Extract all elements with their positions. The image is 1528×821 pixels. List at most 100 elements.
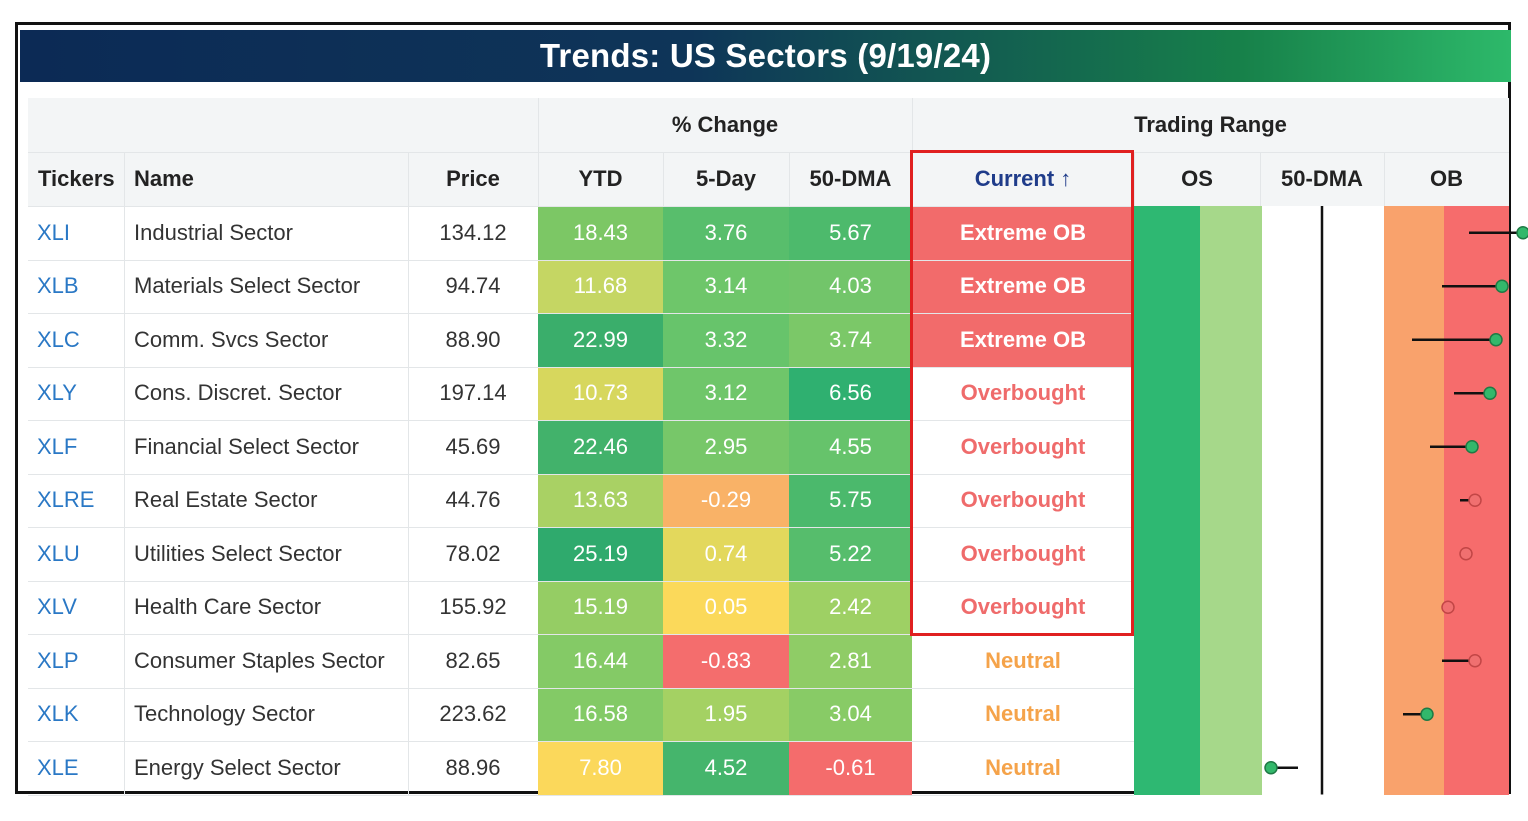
range-position-dot: [1516, 226, 1528, 240]
dma-change: 3.04: [789, 687, 912, 741]
price-value: 197.14: [439, 380, 507, 406]
column-divider: [408, 152, 409, 206]
price-value: 223.62: [439, 701, 507, 727]
ytd-change: 11.68: [538, 259, 663, 313]
ticker-link[interactable]: XLE: [37, 754, 79, 780]
column-divider: [124, 206, 125, 795]
current-status-badge: Extreme OB: [912, 313, 1134, 367]
range-position-dot: [1420, 707, 1434, 721]
row-divider: [28, 794, 1134, 796]
row-divider: [28, 366, 1134, 368]
price-value: 94.74: [445, 273, 501, 299]
five-day-change: 3.14: [663, 259, 789, 313]
current-status-badge: Neutral: [985, 647, 1061, 673]
column-divider: [124, 152, 125, 206]
column-header-price[interactable]: Price: [408, 152, 538, 206]
ticker-link[interactable]: XLU: [37, 540, 80, 566]
current-status-badge: Neutral: [985, 701, 1061, 727]
column-header-ytd[interactable]: YTD: [538, 152, 663, 206]
row-divider: [28, 687, 1134, 689]
row-divider: [28, 420, 1134, 421]
sector-name: Cons. Discret. Sector: [134, 380, 342, 406]
five-day-change: 3.76: [663, 206, 789, 260]
current-status-badge: Extreme OB: [912, 259, 1134, 313]
ticker-link[interactable]: XLF: [37, 433, 78, 459]
price-value: 88.90: [445, 326, 501, 352]
row-divider: [28, 634, 1134, 635]
range-position-dot: [1483, 386, 1497, 400]
sector-name: Industrial Sector: [134, 219, 293, 245]
five-day-change: -0.83: [663, 634, 789, 688]
dma-change: 4.55: [789, 420, 912, 474]
sector-name: Financial Select Sector: [134, 433, 359, 459]
row-divider: [28, 473, 1134, 475]
column-divider: [1384, 152, 1385, 206]
column-divider: [912, 98, 913, 152]
dma-change: 2.81: [789, 634, 912, 688]
five-day-change: 3.12: [663, 366, 789, 420]
sector-name: Comm. Svcs Sector: [134, 326, 329, 352]
sector-name: Utilities Select Sector: [134, 540, 342, 566]
group-header-blank: [28, 98, 538, 152]
five-day-change: 3.32: [663, 313, 789, 367]
column-divider: [408, 206, 409, 795]
five-day-change: -0.29: [663, 473, 789, 527]
ytd-change: 7.80: [538, 741, 663, 795]
range-position-dot: [1441, 600, 1455, 614]
ytd-change: 13.63: [538, 473, 663, 527]
range-position-dot: [1468, 493, 1482, 507]
ticker-link[interactable]: XLRE: [37, 487, 95, 513]
current-status-badge: Overbought: [960, 540, 1086, 566]
ytd-change: 22.99: [538, 313, 663, 367]
price-value: 134.12: [439, 219, 507, 245]
row-divider: [28, 741, 1134, 742]
sector-name: Health Care Sector: [134, 594, 322, 620]
sector-name: Real Estate Sector: [134, 487, 318, 513]
group-header-trading-range: Trading Range: [912, 98, 1509, 152]
column-header-50-dma[interactable]: 50-DMA: [789, 152, 912, 206]
price-value: 82.65: [445, 647, 501, 673]
ticker-link[interactable]: XLP: [37, 647, 79, 673]
column-divider: [1134, 152, 1135, 206]
dma-change: 6.56: [789, 366, 912, 420]
dma-change: -0.61: [789, 741, 912, 795]
range-position-dot: [1264, 761, 1278, 775]
column-header-tickers[interactable]: Tickers: [28, 152, 124, 206]
ticker-link[interactable]: XLC: [37, 326, 80, 352]
dma-change: 3.74: [789, 313, 912, 367]
ticker-link[interactable]: XLB: [37, 273, 79, 299]
ticker-link[interactable]: XLI: [37, 219, 71, 245]
column-header-5-day[interactable]: 5-Day: [663, 152, 789, 206]
ytd-change: 18.43: [538, 206, 663, 260]
sector-name: Technology Sector: [134, 701, 315, 727]
price-value: 88.96: [445, 754, 501, 780]
column-divider: [663, 152, 664, 206]
group-header-pct-change: % Change: [538, 98, 912, 152]
ob-band: [1384, 206, 1444, 795]
current-status-badge: Extreme OB: [912, 206, 1134, 260]
five-day-change: 0.74: [663, 527, 789, 581]
column-header-ob[interactable]: OB: [1384, 152, 1509, 206]
sector-name: Materials Select Sector: [134, 273, 361, 299]
column-divider: [538, 152, 539, 206]
range-position-dot: [1468, 654, 1482, 668]
ticker-link[interactable]: XLY: [37, 380, 77, 406]
column-header-current[interactable]: Current ↑: [912, 152, 1134, 206]
ticker-link[interactable]: XLK: [37, 701, 79, 727]
dma-change: 2.42: [789, 580, 912, 634]
ytd-change: 16.44: [538, 634, 663, 688]
column-header-os[interactable]: OS: [1134, 152, 1260, 206]
dma-change: 5.67: [789, 206, 912, 260]
row-divider: [28, 259, 1134, 261]
column-header-range-50-dma[interactable]: 50-DMA: [1260, 152, 1384, 206]
ticker-link[interactable]: XLV: [37, 594, 77, 620]
five-day-change: 0.05: [663, 580, 789, 634]
column-divider: [789, 152, 790, 206]
sector-name: Consumer Staples Sector: [134, 647, 385, 673]
current-status-badge: Neutral: [985, 754, 1061, 780]
column-divider: [538, 98, 539, 152]
dma-change: 5.75: [789, 473, 912, 527]
os-band: [1200, 206, 1262, 795]
column-header-name[interactable]: Name: [124, 152, 408, 206]
current-status-badge: Overbought: [960, 380, 1086, 406]
